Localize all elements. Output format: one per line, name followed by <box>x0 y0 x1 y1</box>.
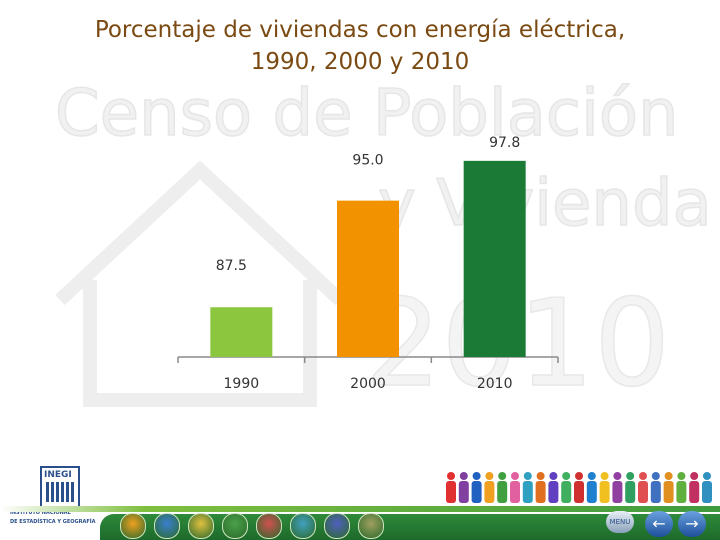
person-figure-icon <box>702 472 712 503</box>
person-figure-icon <box>650 472 661 503</box>
person-figure-icon <box>510 472 520 503</box>
person-figure-icon <box>458 472 469 503</box>
section-nav-icon[interactable] <box>290 513 316 539</box>
bar-accent-line <box>0 506 720 512</box>
logo-abbr: INEGI <box>44 470 72 480</box>
title-line-2: 1990, 2000 y 2010 <box>250 49 470 75</box>
x-tick-label-1990: 1990 <box>224 376 260 392</box>
person-figure-icon <box>446 472 456 503</box>
person-figure-icon <box>586 472 597 503</box>
person-figure-icon <box>599 472 610 503</box>
person-figure-icon <box>484 472 495 503</box>
section-nav-icon[interactable] <box>222 513 248 539</box>
logo-line-2: DE ESTADÍSTICA Y GEOGRAFÍA <box>10 519 96 525</box>
data-label-2010: 97.8 <box>489 135 520 151</box>
person-figure-icon <box>574 472 584 503</box>
title-line-1: Porcentaje de viviendas con energía eléc… <box>94 17 626 43</box>
person-figure-icon <box>676 472 687 503</box>
page-title: Porcentaje de viviendas con energía eléc… <box>0 14 720 78</box>
back-button[interactable]: ← <box>645 511 673 537</box>
section-nav-icon[interactable] <box>120 513 146 539</box>
person-figure-icon <box>548 472 559 503</box>
logo-grid-icon <box>46 482 74 502</box>
data-label-1990: 87.5 <box>216 258 247 274</box>
logo-line-1: INSTITUTO NACIONAL <box>10 510 71 516</box>
bar-1990 <box>210 307 273 357</box>
x-tick-label-2010: 2010 <box>477 376 513 392</box>
person-figure-icon <box>471 472 482 503</box>
bottom-nav-bar: MENU ← → <box>0 506 720 540</box>
bar-2010 <box>463 160 526 357</box>
watermark-house-icon <box>55 160 345 407</box>
person-figure-icon <box>663 472 674 503</box>
people-banner <box>446 472 712 503</box>
section-nav-icon[interactable] <box>188 513 214 539</box>
person-figure-icon <box>689 472 700 503</box>
person-figure-icon <box>535 472 546 503</box>
section-nav-icon[interactable] <box>154 513 180 539</box>
inegi-logo: INEGI INSTITUTO NACIONAL DE ESTADÍSTICA … <box>10 466 100 530</box>
person-figure-icon <box>638 472 648 503</box>
inegi-logo-mark: INEGI <box>40 466 80 508</box>
data-label-2000: 95.0 <box>352 153 383 169</box>
arrow-left-icon: ← <box>652 514 666 533</box>
section-nav-icon[interactable] <box>256 513 282 539</box>
bar-2000 <box>337 200 399 357</box>
menu-button[interactable]: MENU <box>606 511 634 533</box>
watermark-line1: Censo de Población <box>55 77 679 151</box>
forward-button[interactable]: → <box>678 511 706 537</box>
person-figure-icon <box>612 472 623 503</box>
person-figure-icon <box>497 472 508 503</box>
section-nav-icon[interactable] <box>324 513 350 539</box>
section-nav-icon[interactable] <box>358 513 384 539</box>
person-figure-icon <box>522 472 533 503</box>
x-tick-label-2000: 2000 <box>350 376 386 392</box>
arrow-right-icon: → <box>685 514 699 533</box>
person-figure-icon <box>561 472 572 503</box>
watermark-line2: y Vivienda <box>378 167 712 241</box>
person-figure-icon <box>625 472 636 503</box>
